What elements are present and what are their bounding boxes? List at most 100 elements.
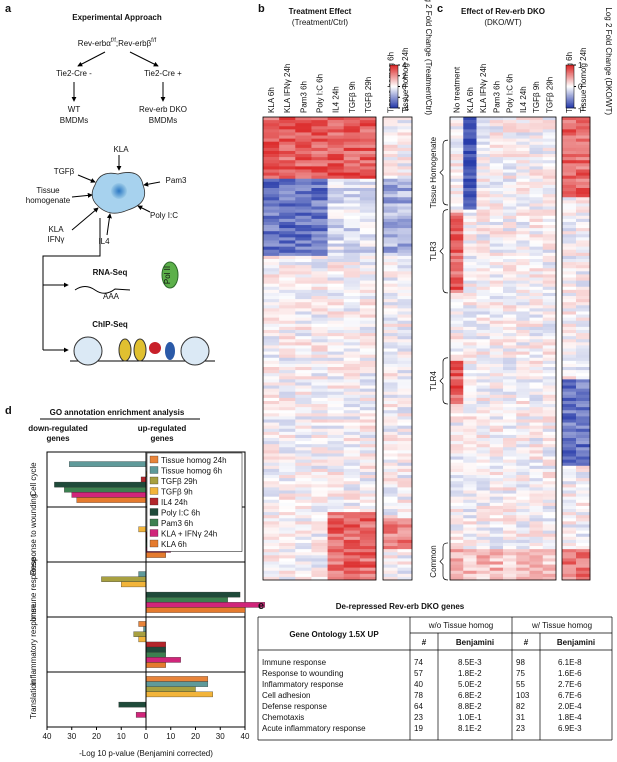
- table-cell: 64: [414, 702, 423, 711]
- heatmap-cell: [576, 234, 591, 238]
- heatmap-cell: [542, 552, 557, 556]
- heatmap-cell: [529, 558, 544, 562]
- heatmap-cell: [327, 450, 345, 454]
- heatmap-cell: [450, 123, 464, 127]
- heatmap-cell: [503, 552, 517, 556]
- heatmap-cell: [450, 255, 464, 260]
- heatmap-cell: [397, 280, 413, 284]
- heatmap-cell: [343, 416, 361, 420]
- heatmap-cell: [311, 200, 328, 204]
- heatmap-cell: [397, 277, 413, 281]
- heatmap-cell: [343, 246, 361, 251]
- heatmap-cell: [542, 478, 557, 482]
- heatmap-cell: [529, 169, 544, 173]
- heatmap-cell: [476, 206, 491, 210]
- heatmap-cell: [263, 385, 280, 389]
- heatmap-cell: [529, 573, 544, 578]
- heatmap-cell: [529, 200, 544, 204]
- heatmap-cell: [295, 367, 312, 371]
- heatmap-cell: [516, 240, 530, 244]
- heatmap-cell: [542, 305, 557, 309]
- heatmap-cell: [311, 218, 328, 223]
- heatmap-cell: [542, 271, 557, 275]
- heatmap-cell: [489, 191, 504, 195]
- heatmap-cell: [263, 450, 280, 454]
- heatmap-cell: [529, 320, 544, 325]
- table-cell: 78: [414, 691, 423, 700]
- heatmap-cell: [311, 388, 328, 393]
- heatmap-cell: [327, 456, 345, 460]
- heatmap-cell: [383, 265, 398, 269]
- heatmap-cell: [576, 132, 591, 136]
- heatmap-cell: [383, 296, 398, 300]
- heatmap-cell: [295, 320, 312, 325]
- heatmap-cell: [383, 521, 398, 525]
- heatmap-cell: [463, 299, 477, 303]
- heatmap-cell: [503, 573, 517, 578]
- heatmap-cell: [343, 478, 361, 482]
- heatmap-cell: [327, 348, 345, 352]
- heatmap-cell: [529, 478, 544, 482]
- heatmap-cell: [476, 246, 491, 251]
- heatmap-cell: [397, 394, 413, 399]
- heatmap-cell: [359, 157, 377, 161]
- heatmap-cell: [343, 138, 361, 142]
- heatmap-cell: [476, 475, 491, 479]
- heatmap-cell: [542, 351, 557, 355]
- heatmap-cell: [263, 286, 280, 291]
- heatmap-cell: [295, 360, 312, 365]
- heatmap-cell: [516, 243, 530, 247]
- heatmap-cell: [463, 258, 477, 263]
- heatmap-cell: [263, 521, 280, 525]
- heatmap-cell: [450, 126, 464, 130]
- heatmap-cell: [489, 570, 504, 575]
- stimulus: Pam3: [166, 176, 187, 185]
- bar: [145, 676, 209, 682]
- heatmap-cell: [503, 317, 517, 322]
- heatmap-cell: [327, 438, 345, 442]
- heatmap-cell: [562, 493, 577, 497]
- heatmap-cell: [476, 221, 491, 226]
- heatmap-cell: [542, 302, 557, 306]
- heatmap-cell: [529, 459, 544, 464]
- heatmap-cell: [463, 512, 477, 516]
- heatmap-cell: [516, 141, 530, 146]
- heatmap-cell: [311, 289, 328, 294]
- heatmap-cell: [463, 493, 477, 497]
- heatmap-cell: [576, 252, 591, 257]
- heatmap-cell: [516, 444, 530, 448]
- legend-box: [146, 452, 243, 552]
- heatmap-cell: [450, 481, 464, 485]
- heatmap-cell: [450, 271, 464, 275]
- heatmap-cell: [263, 357, 280, 362]
- heatmap-cell: [383, 252, 398, 257]
- heatmap-cell: [516, 147, 530, 152]
- heatmap-cell: [503, 546, 517, 550]
- heatmap-cell: [503, 262, 517, 266]
- heatmap-cell: [343, 237, 361, 241]
- heatmap-cell: [383, 243, 398, 247]
- heatmap-cell: [542, 200, 557, 204]
- heatmap-cell: [383, 558, 398, 562]
- heatmap-cell: [327, 240, 345, 244]
- heatmap-cell: [529, 453, 544, 457]
- heatmap-cell: [542, 438, 557, 442]
- heatmap-cell: [503, 561, 517, 565]
- column-label: TGFβ 9h: [348, 81, 357, 113]
- heatmap-cell: [529, 422, 544, 426]
- heatmap-cell: [476, 274, 491, 278]
- heatmap-cell: [383, 478, 398, 482]
- heatmap-cell: [450, 410, 464, 414]
- heatmap-cell: [542, 311, 557, 315]
- heatmap-cell: [397, 512, 413, 516]
- heatmap-cell: [383, 555, 398, 559]
- heatmap-cell: [295, 539, 312, 544]
- heatmap-cell: [397, 444, 413, 448]
- heatmap-cell: [450, 163, 464, 167]
- heatmap-cell: [279, 363, 296, 368]
- heatmap-cell: [516, 258, 530, 263]
- heatmap-cell: [311, 459, 328, 464]
- heatmap-cell: [311, 471, 328, 476]
- heatmap-cell: [476, 160, 491, 164]
- method: RNA-Seq: [93, 268, 128, 277]
